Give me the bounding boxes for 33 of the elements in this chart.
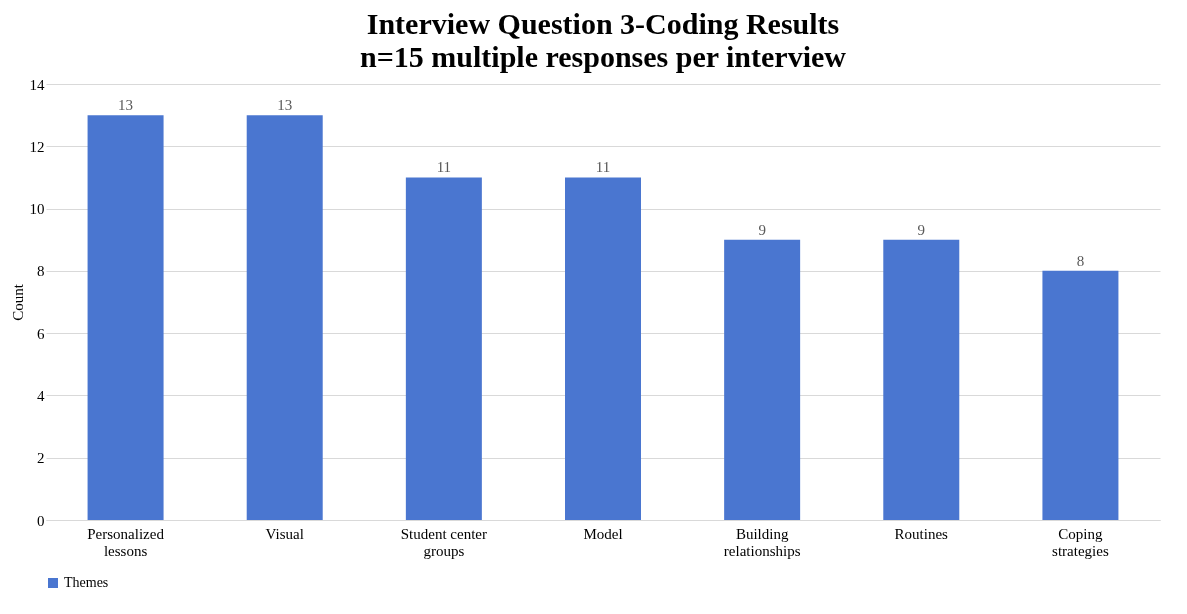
chart-subtitle: n=15 multiple responses per interview <box>360 40 847 73</box>
x-tick-label: Routines <box>894 525 949 542</box>
data-label: 9 <box>758 221 766 238</box>
bar <box>405 177 482 520</box>
chart-title: Interview Question 3-Coding Results <box>366 7 840 40</box>
y-tick-label: 12 <box>29 138 45 155</box>
data-label: 13 <box>118 97 134 114</box>
y-tick-label: 8 <box>37 263 45 280</box>
x-tick-label: Model <box>583 525 623 542</box>
bar <box>87 115 164 520</box>
bar <box>246 115 323 520</box>
x-tick-label: Building relationships <box>723 525 801 559</box>
x-tick-label: Coping strategies <box>1052 525 1109 559</box>
bar <box>883 239 960 520</box>
data-label: 11 <box>436 159 452 176</box>
bar <box>565 177 641 520</box>
y-tick-label: 14 <box>29 76 45 93</box>
data-label: 9 <box>917 221 926 238</box>
bar <box>724 239 801 520</box>
bar <box>1042 270 1119 520</box>
data-label: 8 <box>1076 252 1085 269</box>
legend-label: Themes <box>64 575 109 590</box>
y-tick-label: 4 <box>37 387 45 404</box>
x-tick-label: Student center groups <box>400 525 487 559</box>
y-tick-label: 10 <box>29 201 45 218</box>
x-tick-label: Personalized lessons <box>87 525 165 559</box>
y-axis-title: Count <box>9 283 26 321</box>
data-label: 11 <box>595 159 611 176</box>
y-tick-label: 2 <box>37 450 45 467</box>
x-tick-label: Visual <box>265 525 304 542</box>
y-tick-label: 0 <box>37 512 45 529</box>
data-label: 13 <box>277 97 293 114</box>
y-tick-label: 6 <box>37 325 45 342</box>
